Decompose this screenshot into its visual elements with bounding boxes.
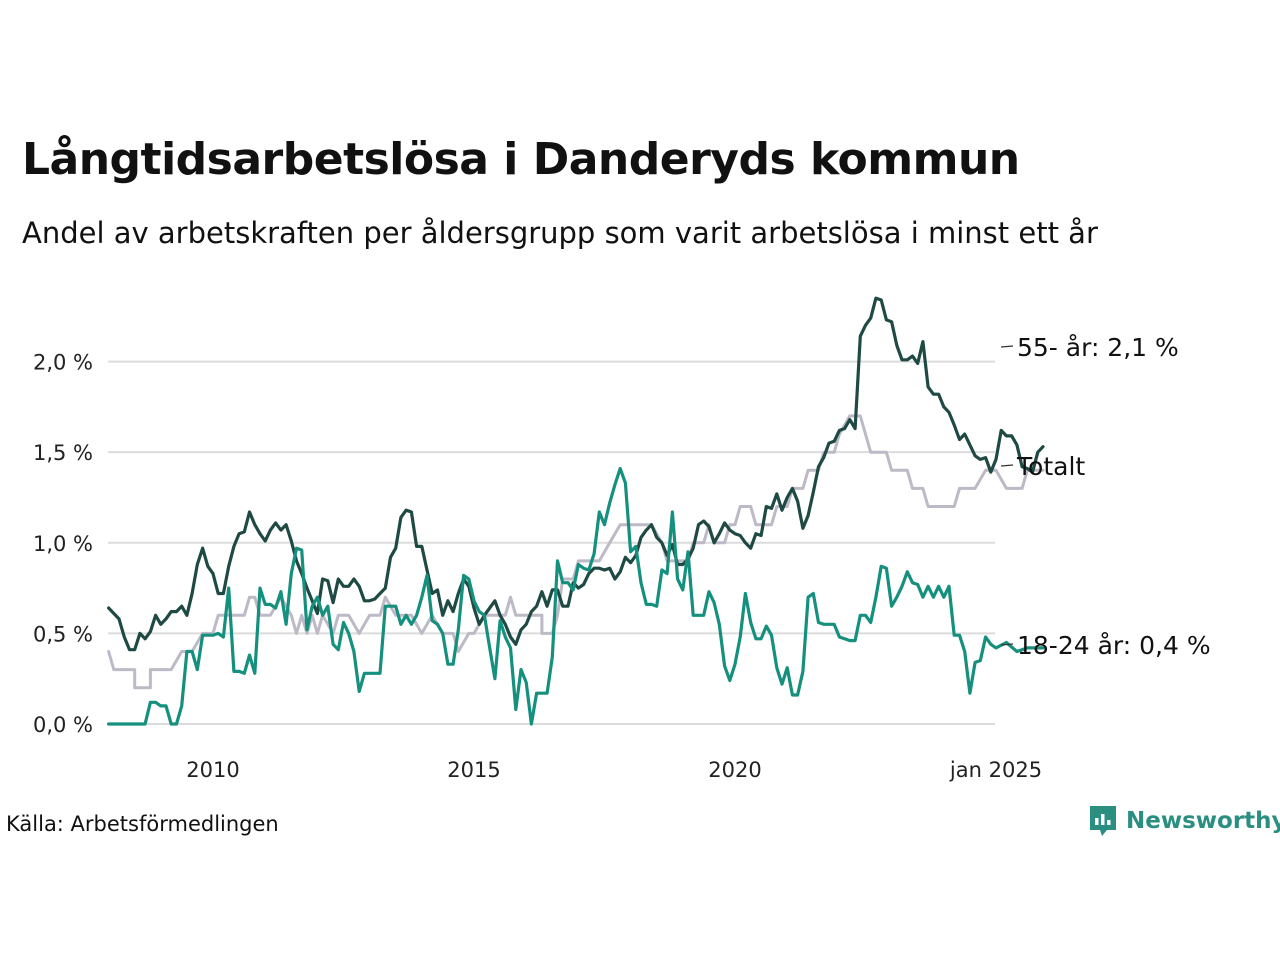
chart-title: Långtidsarbetslösa i Danderyds kommun xyxy=(22,134,1020,185)
series-lines xyxy=(107,296,1045,726)
series-end-label: 18-24 år: 0,4 % xyxy=(1017,631,1211,660)
y-tick-label: 2,0 % xyxy=(33,351,93,375)
brand-logo: Newsworthy xyxy=(1088,804,1280,838)
y-axis: 0,0 % 0,5 % 1,0 % 1,5 % 2,0 % xyxy=(33,351,93,737)
end-label-connector xyxy=(1000,464,1014,467)
end-label-connector xyxy=(1000,643,1014,646)
brand-name: Newsworthy xyxy=(1126,808,1280,834)
series-end-label: Totalt xyxy=(1016,452,1085,481)
source-note: Källa: Arbetsförmedlingen xyxy=(6,812,279,836)
series-line-totalt xyxy=(107,414,1045,690)
y-tick-label: 0,0 % xyxy=(33,713,93,737)
series-end-label: 55- år: 2,1 % xyxy=(1017,333,1179,362)
x-tick-label: 2020 xyxy=(708,758,761,782)
y-tick-label: 0,5 % xyxy=(33,622,93,646)
x-tick-label: 2010 xyxy=(186,758,239,782)
x-tick-label: jan 2025 xyxy=(949,758,1042,782)
series-line-18-24-r xyxy=(107,466,1045,726)
end-label-connector xyxy=(1000,345,1014,348)
series-end-labels: Totalt 55- år: 2,1 % 18-24 år: 0,4 % xyxy=(1000,333,1211,660)
y-tick-label: 1,5 % xyxy=(33,441,93,465)
newsworthy-icon xyxy=(1090,806,1116,836)
chart-subtitle: Andel av arbetskraften per åldersgrupp s… xyxy=(22,216,1098,250)
x-tick-label: 2015 xyxy=(447,758,500,782)
grid-lines xyxy=(108,360,995,725)
series-line-55-r xyxy=(107,296,1045,652)
y-tick-label: 1,0 % xyxy=(33,532,93,556)
x-axis: 2010 2015 2020 jan 2025 xyxy=(186,758,1042,782)
